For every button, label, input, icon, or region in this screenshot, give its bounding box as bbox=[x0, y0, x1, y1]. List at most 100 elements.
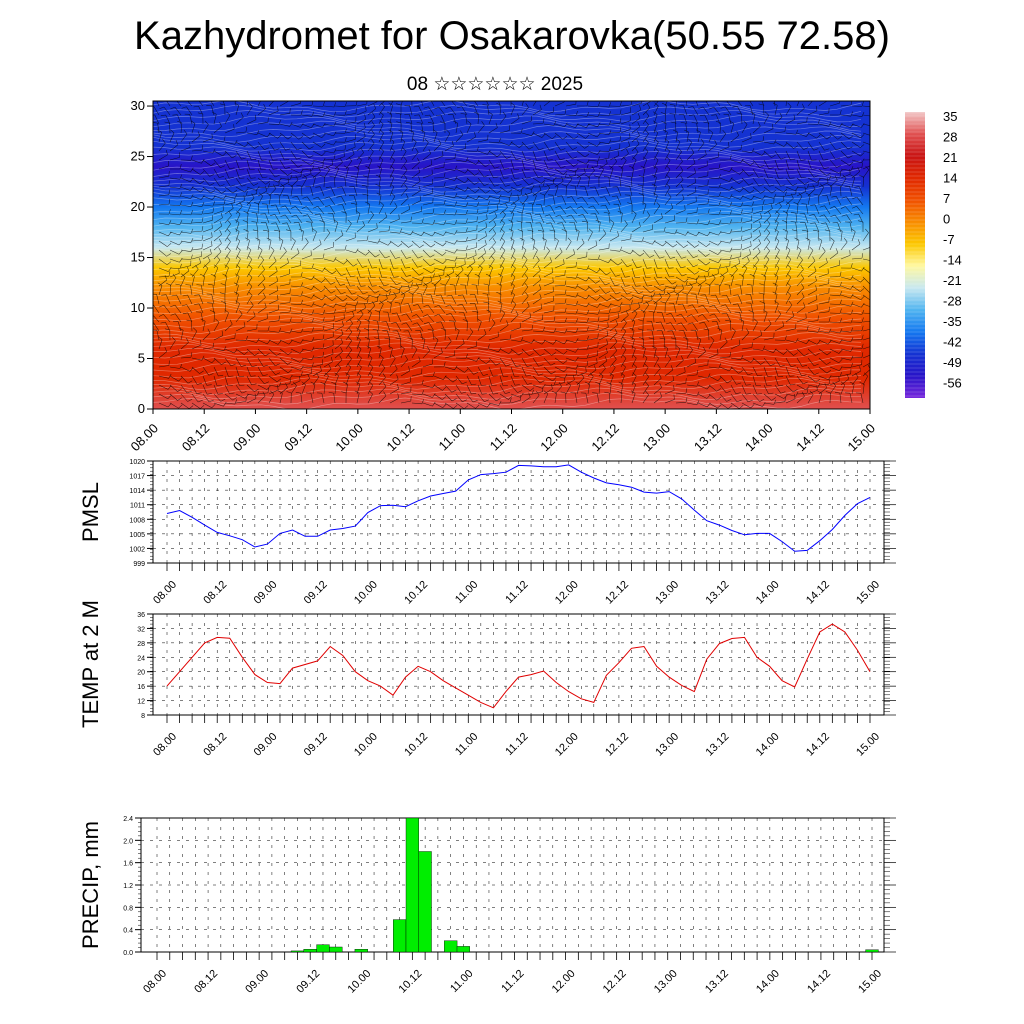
y-tick-label: 1005 bbox=[129, 532, 145, 539]
x-tick-label: 08.12 bbox=[201, 579, 229, 607]
contour-line bbox=[153, 110, 862, 123]
contour-line bbox=[153, 241, 862, 254]
x-tick-label: 14.12 bbox=[804, 731, 832, 759]
y-tick-label: 1014 bbox=[129, 488, 145, 495]
x-tick-label: 08.12 bbox=[201, 731, 229, 759]
precip-bar bbox=[316, 944, 330, 953]
y-tick-label: 10 bbox=[131, 300, 145, 315]
colorbar-label: -56 bbox=[943, 376, 962, 391]
y-tick-label: 20 bbox=[131, 199, 145, 214]
heatmap-layer bbox=[153, 101, 870, 409]
contour-line bbox=[153, 101, 862, 113]
x-tick-label: 11.12 bbox=[487, 421, 520, 454]
contour-line bbox=[153, 165, 862, 178]
y-tick-label: 1002 bbox=[129, 546, 145, 553]
contour-line bbox=[153, 377, 862, 391]
x-tick-label: 14.12 bbox=[793, 421, 827, 455]
contour-line bbox=[153, 195, 862, 209]
y-tick-label: 24 bbox=[137, 655, 145, 662]
x-tick-label: 08.12 bbox=[192, 968, 220, 996]
x-tick-label: 12.12 bbox=[588, 421, 622, 455]
x-tick-label: 12.12 bbox=[603, 731, 631, 759]
contour-line bbox=[153, 221, 862, 234]
x-tick-label: 09.00 bbox=[243, 968, 271, 996]
y-tick-label: 0.4 bbox=[123, 928, 133, 935]
y-tick-label: 36 bbox=[137, 612, 145, 619]
x-tick-label: 15.00 bbox=[856, 968, 884, 996]
contour-line bbox=[153, 246, 862, 259]
contour-line bbox=[153, 397, 862, 409]
y-tick-label: 1011 bbox=[130, 503, 145, 510]
precip-ylabel: PRECIP, mm bbox=[78, 821, 103, 949]
colorbar-label: 0 bbox=[943, 212, 950, 227]
contour-line bbox=[153, 261, 862, 274]
contour-line bbox=[153, 301, 862, 315]
precip-bar bbox=[290, 950, 305, 953]
contour-line bbox=[153, 357, 862, 370]
x-tick-label: 13.12 bbox=[704, 731, 732, 759]
colorbar-label: -7 bbox=[943, 232, 955, 247]
x-tick-label: 12.00 bbox=[553, 579, 581, 607]
colorbar-label: 14 bbox=[943, 171, 957, 186]
contour-line bbox=[153, 140, 862, 153]
y-tick-label: 30 bbox=[131, 98, 145, 113]
x-tick-label: 11.12 bbox=[503, 731, 530, 758]
contour-line bbox=[153, 311, 862, 325]
contour-line bbox=[153, 216, 862, 229]
temp-ylabel: TEMP at 2 M bbox=[78, 600, 103, 728]
colorbar-label: -21 bbox=[943, 273, 962, 288]
x-tick-label: 09.12 bbox=[294, 968, 322, 996]
colorbar-label: 7 bbox=[943, 191, 950, 206]
precip-bar bbox=[444, 940, 458, 953]
x-tick-label: 13.00 bbox=[653, 579, 681, 607]
x-tick-label: 13.00 bbox=[653, 731, 681, 759]
x-tick-label: 11.00 bbox=[453, 579, 480, 606]
x-tick-label: 12.00 bbox=[553, 731, 581, 759]
contour-line bbox=[153, 125, 862, 138]
contour-line bbox=[153, 145, 862, 158]
x-tick-label: 14.12 bbox=[804, 579, 832, 607]
x-tick-label: 10.12 bbox=[402, 579, 430, 607]
contour-line bbox=[153, 135, 862, 148]
x-tick-label: 14.12 bbox=[805, 968, 833, 996]
contour-line bbox=[153, 114, 862, 128]
x-tick-label: 12.00 bbox=[550, 968, 578, 996]
y-tick-label: 1008 bbox=[129, 517, 145, 524]
colorbar-label: -14 bbox=[943, 253, 962, 268]
colorbar-label: 35 bbox=[943, 109, 957, 124]
temp-frame bbox=[152, 613, 885, 716]
y-tick-label: 1.6 bbox=[123, 861, 133, 868]
x-tick-label: 12.12 bbox=[603, 579, 631, 607]
y-tick-label: 0 bbox=[138, 401, 145, 416]
contour-line bbox=[153, 337, 862, 350]
chart-subtitle: 08 ☆☆☆☆☆☆ 2025 bbox=[406, 74, 584, 95]
x-tick-label: 10.00 bbox=[352, 731, 380, 759]
precip-bar bbox=[303, 949, 317, 953]
contour-line bbox=[153, 307, 862, 320]
contour-line bbox=[153, 205, 862, 219]
y-tick-label: 20 bbox=[137, 670, 145, 677]
y-tick-label: 2.4 bbox=[123, 816, 133, 823]
contour-line bbox=[153, 347, 862, 360]
x-tick-label: 08.00 bbox=[151, 579, 179, 607]
x-tick-label: 13.00 bbox=[640, 421, 674, 455]
y-tick-label: 32 bbox=[137, 626, 145, 633]
x-tick-label: 10.00 bbox=[332, 421, 366, 455]
colorbar-label: 28 bbox=[943, 130, 957, 145]
precip-bar bbox=[329, 946, 343, 953]
pmsl-frame bbox=[152, 460, 885, 564]
x-tick-label: 14.00 bbox=[754, 968, 782, 996]
x-tick-label: 14.00 bbox=[742, 421, 776, 455]
contour-line bbox=[153, 119, 862, 133]
x-tick-label: 13.12 bbox=[704, 579, 732, 607]
precip-bar bbox=[393, 919, 407, 953]
x-tick-label: 11.12 bbox=[503, 579, 530, 606]
x-tick-label: 12.12 bbox=[601, 968, 629, 996]
x-tick-label: 11.12 bbox=[499, 968, 526, 995]
x-tick-label: 09.12 bbox=[281, 421, 315, 455]
y-tick-label: 28 bbox=[137, 641, 145, 648]
y-tick-label: 0.8 bbox=[123, 905, 133, 912]
x-tick-label: 09.12 bbox=[302, 731, 330, 759]
pmsl-series-line bbox=[166, 464, 871, 552]
